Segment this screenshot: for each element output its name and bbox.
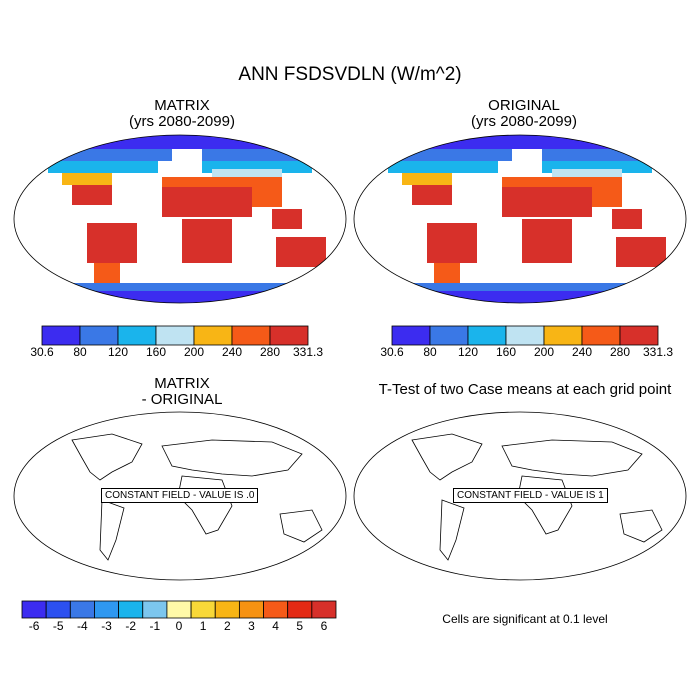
colorbar-swatch [619,325,659,346]
colorbar-tick-label: 6 [321,619,328,633]
constant-field-label: CONSTANT FIELD - VALUE IS .0 [101,488,259,503]
map-matrix [13,134,347,304]
colorbar-tick-label: -2 [125,619,136,633]
colorbar-tick-label: -1 [150,619,161,633]
colorbar-swatch [69,600,95,619]
significance-note: Cells are significant at 0.1 level [442,612,608,626]
colorbar-tick-label: 331.3 [293,345,323,359]
colorbar-swatch [581,325,621,346]
panel-title-difference: MATRIX - ORIGINAL [82,376,282,408]
coastlines [71,433,323,561]
constant-field-label: CONSTANT FIELD - VALUE IS 1 [453,488,608,503]
panel-title-line2: - ORIGINAL [141,391,223,408]
colorbar-tick-label: 240 [572,345,592,359]
colorbar-swatch [117,325,157,346]
colorbar-tick-label: 80 [73,345,87,359]
colorbar-tick-label: 3 [248,619,255,633]
colorbar-swatch [193,325,233,346]
colorbar-tick-label: 120 [458,345,478,359]
colorbar-swatch [214,600,240,619]
colorbar-tick-label: 200 [184,345,204,359]
colorbar-swatch [45,600,71,619]
colorbar-original: 30.6 80 120 160 200 240 280 331.3 [380,325,673,359]
colorbar-swatch [190,600,216,619]
colorbar-tick-label: 280 [610,345,630,359]
colorbar-swatch [238,600,264,619]
colorbar-tick-label: -5 [53,619,64,633]
colorbar-tick-label: -3 [101,619,112,633]
colorbar-tick-label: 1 [200,619,207,633]
colorbar-swatch [287,600,313,619]
panel-title-ttest: T-Test of two Case means at each grid po… [350,382,700,398]
colorbar-swatch [311,600,337,619]
figure-title: ANN FSDSVDLN (W/m^2) [238,64,462,85]
colorbar-swatch [41,325,81,346]
colorbar-tick-label: 2 [224,619,231,633]
colorbar-swatch [467,325,507,346]
colorbar-tick-label: 120 [108,345,128,359]
colorbar-tick-label: 30.6 [380,345,404,359]
colorbar-matrix: 30.6 80 120 160 200 240 280 331.3 [30,325,323,359]
panel-title-line2: (yrs 2080-2099) [471,113,577,130]
colorbar-tick-label: 80 [423,345,437,359]
panel-title-line2: (yrs 2080-2099) [129,113,235,130]
panel-title-original: ORIGINAL (yrs 2080-2099) [424,98,624,130]
panel-title-line1: MATRIX [154,375,210,392]
colorbar-tick-label: 30.6 [30,345,54,359]
colorbar-tick-label: -4 [77,619,88,633]
colorbar-tick-label: 4 [272,619,279,633]
colorbar-tick-label: 5 [296,619,303,633]
colorbar-swatch [429,325,469,346]
colorbar-swatch [94,600,120,619]
colorbar-tick-label: 160 [496,345,516,359]
panel-title-line1: T-Test of two Case means at each grid po… [378,381,672,398]
colorbar-tick-label: 331.3 [643,345,673,359]
colorbar-swatch [391,325,431,346]
colorbar-swatch [142,600,168,619]
colorbar-swatch [263,600,289,619]
colorbar-swatch [269,325,309,346]
colorbar-swatch [79,325,119,346]
panel-title-matrix: MATRIX (yrs 2080-2099) [82,98,282,130]
colorbar-swatch [118,600,144,619]
colorbar-swatch [543,325,583,346]
colorbar-tick-label: 0 [176,619,183,633]
colorbar-swatch [21,600,47,619]
colorbar-swatch [505,325,545,346]
colorbar-tick-label: 240 [222,345,242,359]
panel-title-line1: ORIGINAL [488,97,560,114]
colorbar-tick-label: -6 [29,619,40,633]
colorbar-swatch [155,325,195,346]
colorbar-tick-label: 200 [534,345,554,359]
colorbar-swatch [166,600,192,619]
coastlines [411,433,663,561]
panel-title-line1: MATRIX [154,97,210,114]
colorbar-tick-label: 280 [260,345,280,359]
colorbar-tick-label: 160 [146,345,166,359]
colorbar-swatch [231,325,271,346]
colorbar-difference: -6 -5 -4 -3 -2 -1 0 1 2 3 4 5 6 [21,600,337,633]
map-original [353,134,687,304]
